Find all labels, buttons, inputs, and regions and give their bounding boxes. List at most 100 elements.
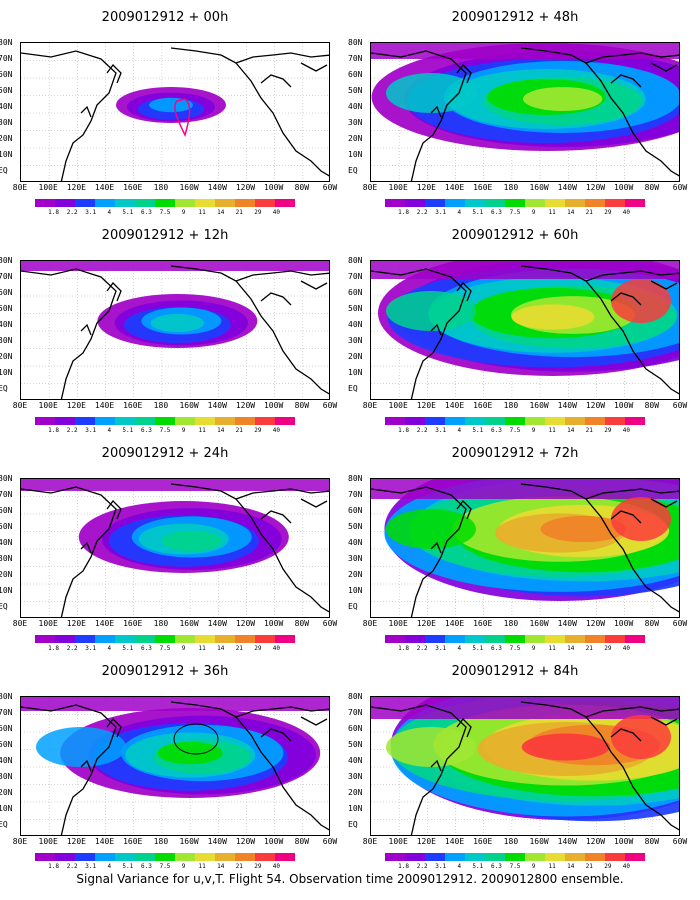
colorbar-swatch — [425, 199, 445, 207]
lon-tick-label: 160W — [179, 619, 199, 628]
colorbar-swatch — [95, 853, 115, 861]
lon-tick-label: 180 — [153, 401, 169, 410]
lon-tick-label: 140E — [444, 183, 465, 192]
colorbar-label: 14 — [217, 427, 225, 434]
colorbar-label: 29 — [604, 645, 612, 652]
colorbar-swatch — [585, 417, 605, 425]
colorbar-label: 11 — [198, 209, 206, 216]
colorbar-label: 11 — [548, 863, 556, 870]
lon-tick-label: 100W — [613, 619, 634, 628]
coastline — [371, 268, 467, 399]
coastline — [260, 728, 292, 742]
colorbar — [35, 853, 295, 861]
lat-tick-label: 10N — [0, 586, 13, 595]
colorbar-swatch — [95, 199, 115, 207]
lat-tick-label: 60N — [0, 288, 13, 297]
colorbar-swatch — [175, 417, 195, 425]
colorbar-swatch — [445, 199, 465, 207]
colorbar-swatch — [95, 417, 115, 425]
panel-title: 2009012912 + 00h — [101, 10, 229, 25]
variance-contour — [161, 530, 222, 552]
variance-contour — [149, 97, 193, 113]
lon-tick-label: 60W — [672, 183, 688, 192]
coastline — [260, 74, 292, 88]
variance-contour — [386, 509, 476, 549]
flight-track — [174, 98, 191, 138]
colorbar-label: 21 — [585, 209, 593, 216]
colorbar-swatch — [625, 199, 645, 207]
lon-tick-label: 140E — [444, 401, 465, 410]
lon-tick-label: 140W — [207, 837, 227, 846]
colorbar-label: 7.5 — [509, 209, 521, 216]
lon-tick-label: 80W — [644, 401, 660, 410]
panel-title: 2009012912 + 48h — [451, 10, 579, 25]
lat-tick-label: 50N — [348, 740, 363, 749]
colorbar-label: 3.1 — [435, 427, 447, 434]
colorbar-label: 21 — [235, 645, 243, 652]
lon-tick-label: 120W — [235, 183, 256, 192]
colorbar-swatch — [275, 853, 295, 861]
colorbar-label: 1.8 — [48, 863, 59, 870]
colorbar-label: 7.5 — [509, 645, 521, 652]
colorbar-swatch — [505, 417, 525, 425]
lon-tick-label: 120W — [585, 837, 606, 846]
colorbar-label: 14 — [567, 209, 575, 216]
colorbar-swatch — [155, 199, 175, 207]
lat-tick-label: 80N — [348, 692, 363, 701]
colorbar-label: 4 — [457, 427, 462, 434]
colorbar-label: 6.3 — [141, 863, 152, 870]
lat-tick-label: 30N — [0, 554, 13, 563]
lon-tick-label: 120W — [235, 837, 256, 846]
variance-contour — [522, 87, 603, 111]
colorbar-label: 14 — [217, 863, 225, 870]
panel-title: 2009012912 + 60h — [451, 228, 579, 243]
colorbar-label: 7.5 — [159, 863, 171, 870]
colorbar-swatch — [195, 635, 215, 643]
colorbar-swatch — [425, 635, 445, 643]
coastline — [21, 486, 117, 617]
colorbar-swatch — [255, 417, 275, 425]
coastline — [610, 292, 642, 306]
lon-tick-label: 160W — [529, 183, 549, 192]
lon-tick-label: 80W — [294, 401, 310, 410]
lon-tick-label: 180 — [503, 619, 519, 628]
colorbar-swatch — [465, 853, 485, 861]
colorbar-swatch — [505, 853, 525, 861]
lat-tick-label: EQ — [348, 384, 358, 393]
coastline — [520, 701, 572, 710]
map-frame — [20, 696, 330, 836]
colorbar-swatch — [385, 199, 405, 207]
colorbar-swatch — [605, 635, 625, 643]
colorbar-swatch — [235, 417, 255, 425]
colorbar-label: 40 — [622, 863, 631, 870]
colorbar-swatch — [505, 635, 525, 643]
coastline — [21, 704, 117, 835]
colorbar-label: 11 — [198, 863, 206, 870]
lon-tick-label: 140E — [94, 619, 115, 628]
colorbar-swatch — [625, 853, 645, 861]
colorbar-swatch — [485, 417, 505, 425]
colorbar-swatch — [115, 853, 135, 861]
lat-tick-label: EQ — [0, 602, 8, 611]
colorbar-swatch — [55, 853, 75, 861]
coastline — [456, 500, 472, 520]
lon-tick-label: 100W — [613, 401, 634, 410]
colorbar-swatch — [585, 853, 605, 861]
map-panel: 2009012912 + 60h 80N 70N 60N 50N 40N 30N 20N 10N… — [348, 228, 687, 438]
coastline — [106, 500, 122, 520]
colorbar-label: 7.5 — [509, 427, 521, 434]
colorbar-swatch — [585, 199, 605, 207]
lon-tick-label: 180 — [153, 619, 169, 628]
lat-tick-label: 10N — [348, 586, 363, 595]
coastline — [170, 483, 222, 492]
colorbar-swatch — [485, 635, 505, 643]
colorbar-swatch — [585, 635, 605, 643]
lon-tick-label: 80W — [644, 183, 660, 192]
colorbar-swatch — [445, 853, 465, 861]
colorbar-swatch — [485, 199, 505, 207]
colorbar-swatch — [275, 417, 295, 425]
lon-tick-label: 120E — [416, 183, 436, 192]
colorbar-swatch — [95, 635, 115, 643]
colorbar-label: 5.1 — [122, 427, 134, 434]
coastline — [456, 282, 472, 302]
